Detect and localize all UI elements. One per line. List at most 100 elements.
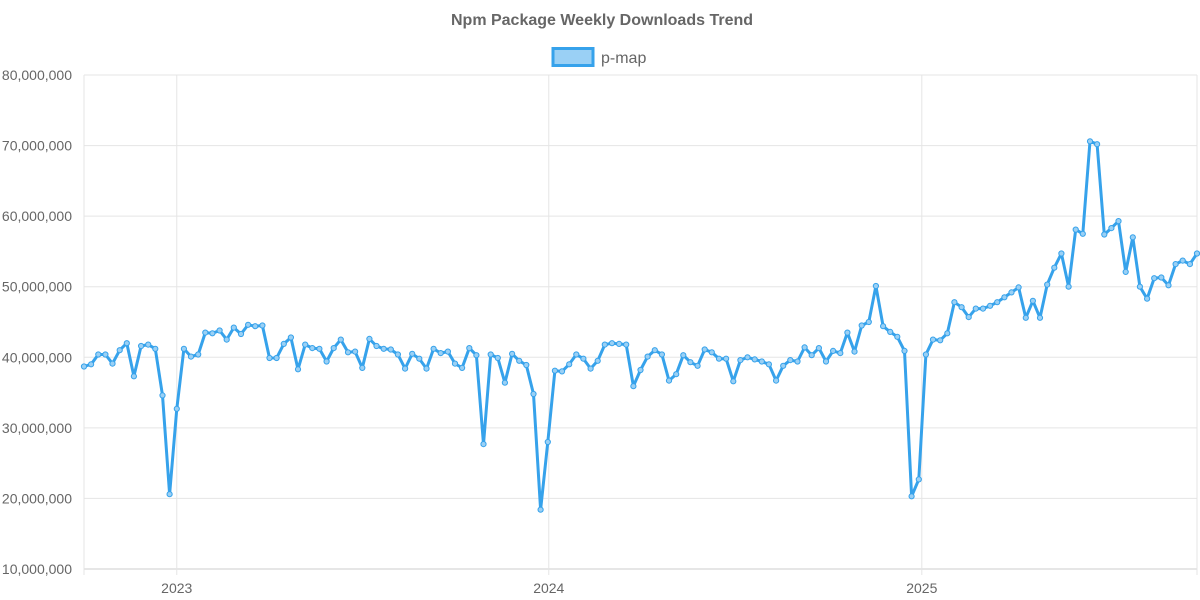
data-point[interactable] <box>1072 226 1079 233</box>
data-point[interactable] <box>359 364 366 371</box>
data-point[interactable] <box>616 340 623 347</box>
data-point[interactable] <box>173 405 180 412</box>
data-point[interactable] <box>501 379 508 386</box>
data-point[interactable] <box>1151 275 1158 282</box>
data-point[interactable] <box>1129 234 1136 241</box>
data-point[interactable] <box>80 363 88 370</box>
data-point[interactable] <box>166 491 173 498</box>
data-point[interactable] <box>987 302 994 309</box>
data-point[interactable] <box>237 330 245 338</box>
data-point[interactable] <box>252 323 259 330</box>
data-point[interactable] <box>844 329 851 336</box>
legend[interactable]: p-map <box>551 47 646 68</box>
data-point[interactable] <box>794 358 801 365</box>
data-point[interactable] <box>138 342 145 350</box>
data-point[interactable] <box>416 355 423 362</box>
data-point[interactable] <box>266 354 273 362</box>
data-point[interactable] <box>323 358 330 365</box>
data-point[interactable] <box>865 318 872 326</box>
data-point[interactable] <box>473 352 480 359</box>
data-point[interactable] <box>1122 268 1129 275</box>
data-point[interactable] <box>1058 250 1065 257</box>
data-point[interactable] <box>551 367 559 374</box>
data-point[interactable] <box>1186 261 1194 268</box>
data-point[interactable] <box>109 360 116 367</box>
data-point[interactable] <box>409 350 416 357</box>
data-point[interactable] <box>316 345 323 352</box>
data-point[interactable] <box>594 357 601 364</box>
data-point[interactable] <box>644 353 651 360</box>
data-point[interactable] <box>744 354 751 361</box>
data-point[interactable] <box>830 347 837 354</box>
data-point[interactable] <box>387 346 394 353</box>
data-point[interactable] <box>1051 264 1058 271</box>
data-point[interactable] <box>223 336 230 343</box>
data-point[interactable] <box>95 351 102 358</box>
data-point[interactable] <box>901 347 908 354</box>
data-point[interactable] <box>480 441 487 448</box>
data-point[interactable] <box>1144 295 1151 302</box>
data-point[interactable] <box>673 371 680 378</box>
data-point[interactable] <box>944 330 951 337</box>
data-point[interactable] <box>815 345 823 352</box>
data-point[interactable] <box>637 366 644 374</box>
data-point[interactable] <box>195 351 202 358</box>
data-point[interactable] <box>708 349 715 356</box>
data-point[interactable] <box>88 361 95 368</box>
data-point[interactable] <box>851 348 858 355</box>
data-point[interactable] <box>1086 138 1094 145</box>
data-point[interactable] <box>587 365 594 372</box>
data-point[interactable] <box>1094 141 1101 148</box>
data-point[interactable] <box>1079 230 1086 237</box>
data-point[interactable] <box>216 327 223 334</box>
data-point[interactable] <box>730 378 737 385</box>
data-point[interactable] <box>1172 261 1179 268</box>
data-point[interactable] <box>872 282 880 290</box>
data-point[interactable] <box>280 340 287 347</box>
data-point[interactable] <box>1065 283 1072 290</box>
data-point[interactable] <box>758 358 765 365</box>
data-point[interactable] <box>287 334 294 341</box>
data-point[interactable] <box>337 336 344 343</box>
data-point[interactable] <box>259 322 266 329</box>
data-point[interactable] <box>908 493 915 500</box>
data-point[interactable] <box>1029 297 1037 304</box>
data-point[interactable] <box>352 348 359 355</box>
data-point[interactable] <box>929 336 937 343</box>
data-point[interactable] <box>687 359 694 366</box>
data-point[interactable] <box>1008 289 1015 296</box>
data-point[interactable] <box>1165 282 1172 289</box>
data-point[interactable] <box>808 352 815 359</box>
data-point[interactable] <box>537 506 544 513</box>
data-point[interactable] <box>951 299 958 306</box>
data-point[interactable] <box>1136 283 1144 290</box>
data-point[interactable] <box>965 314 972 321</box>
data-point[interactable] <box>437 350 444 357</box>
data-point[interactable] <box>508 350 516 357</box>
data-point[interactable] <box>394 351 401 358</box>
data-point[interactable] <box>1158 274 1165 281</box>
data-point[interactable] <box>273 354 280 362</box>
data-point[interactable] <box>665 377 673 384</box>
data-point[interactable] <box>887 328 894 335</box>
data-point[interactable] <box>880 323 887 330</box>
data-point[interactable] <box>423 365 430 372</box>
data-point[interactable] <box>1193 250 1200 257</box>
data-point[interactable] <box>915 476 922 483</box>
data-point[interactable] <box>444 348 451 355</box>
data-point[interactable] <box>1001 294 1008 301</box>
data-point[interactable] <box>309 345 316 352</box>
data-point[interactable] <box>1179 257 1186 264</box>
data-point[interactable] <box>566 361 573 368</box>
data-point[interactable] <box>608 340 616 347</box>
data-point[interactable] <box>466 345 473 352</box>
data-point[interactable] <box>801 344 808 351</box>
data-point[interactable] <box>937 337 944 344</box>
data-point[interactable] <box>380 345 387 352</box>
data-point[interactable] <box>373 342 380 350</box>
data-point[interactable] <box>123 340 130 347</box>
data-point[interactable] <box>994 299 1001 306</box>
data-point[interactable] <box>623 341 630 348</box>
data-point[interactable] <box>837 350 844 357</box>
data-point[interactable] <box>680 352 687 359</box>
